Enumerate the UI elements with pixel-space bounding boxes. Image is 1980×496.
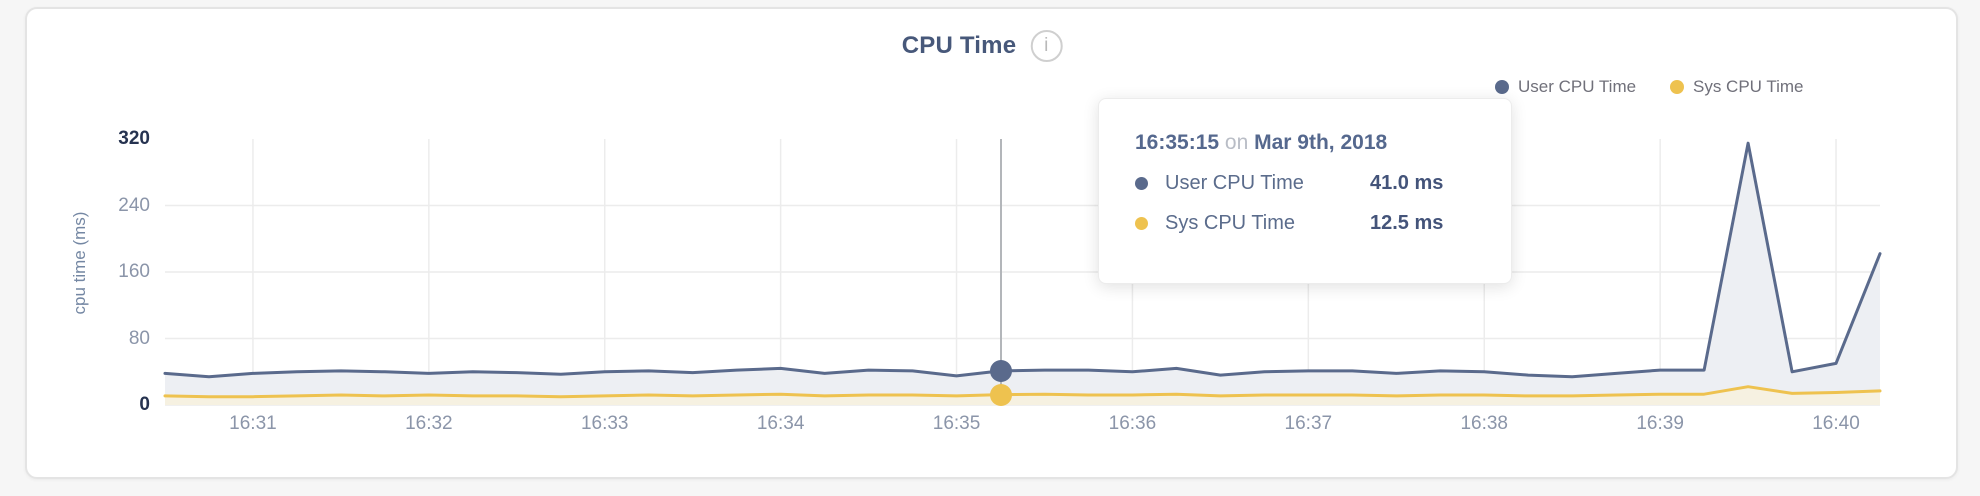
info-icon[interactable]: i xyxy=(1030,30,1063,62)
chart-title: CPU Time xyxy=(901,32,1017,59)
y-axis-title: cpu time (ms) xyxy=(70,211,89,315)
tooltip-connector: on xyxy=(1224,131,1249,154)
x-tick-label: 16:32 xyxy=(405,413,453,434)
legend-item-sys-cpu-time[interactable]: Sys CPU Time xyxy=(1670,76,1804,98)
tooltip-series-label: Sys CPU Time xyxy=(1165,212,1296,234)
chart-tooltip: 16:35:15 on Mar 9th, 2018 User CPU Time … xyxy=(1098,98,1512,284)
tooltip-row-sys: Sys CPU Time 12.5 ms xyxy=(1135,212,1475,235)
tooltip-series-value: 12.5 ms xyxy=(1370,212,1444,234)
tooltip-date: Mar 9th, 2018 xyxy=(1254,131,1388,154)
tooltip-time: 16:35:15 xyxy=(1135,131,1220,154)
legend-item-user-cpu-time[interactable]: User CPU Time xyxy=(1495,76,1636,98)
x-tick-label: 16:34 xyxy=(756,413,805,434)
user-series-dot-icon xyxy=(1135,177,1148,190)
sys-series-dot-icon xyxy=(1135,217,1148,230)
y-tick-label: 80 xyxy=(128,327,150,349)
hover-crosshair-line xyxy=(999,139,1002,405)
y-tick-label: 0 xyxy=(139,394,150,415)
tooltip-title: 16:35:15 on Mar 9th, 2018 xyxy=(1135,131,1475,155)
y-tick-label: 240 xyxy=(118,194,150,216)
y-tick-label: 320 xyxy=(118,128,150,149)
hover-point-marker xyxy=(989,383,1012,406)
x-tick-label: 16:40 xyxy=(1812,413,1860,434)
y-tick-label: 160 xyxy=(118,261,150,282)
hover-point-marker xyxy=(989,359,1012,382)
legend-label: Sys CPU Time xyxy=(1693,77,1804,96)
chart-header: CPU Time i xyxy=(902,30,1063,62)
legend-label: User CPU Time xyxy=(1518,77,1637,96)
tooltip-series-value: 41.0 ms xyxy=(1370,172,1444,194)
sys-series-dot-icon xyxy=(1670,80,1684,94)
x-tick-label: 16:31 xyxy=(229,413,277,434)
series-area xyxy=(165,143,1880,405)
tooltip-row-user: User CPU Time 41.0 ms xyxy=(1135,172,1475,195)
x-tick-label: 16:37 xyxy=(1284,413,1333,434)
x-tick-label: 16:39 xyxy=(1636,413,1684,434)
x-tick-label: 16:36 xyxy=(1108,413,1157,434)
chart-canvas[interactable] xyxy=(163,139,1882,406)
tooltip-series-label: User CPU Time xyxy=(1165,172,1304,194)
x-tick-label: 16:38 xyxy=(1460,413,1508,434)
series-line xyxy=(163,385,1882,399)
x-tick-label: 16:35 xyxy=(932,413,981,434)
user-series-dot-icon xyxy=(1495,80,1509,94)
x-tick-label: 16:33 xyxy=(580,413,629,434)
series-line xyxy=(163,141,1882,379)
